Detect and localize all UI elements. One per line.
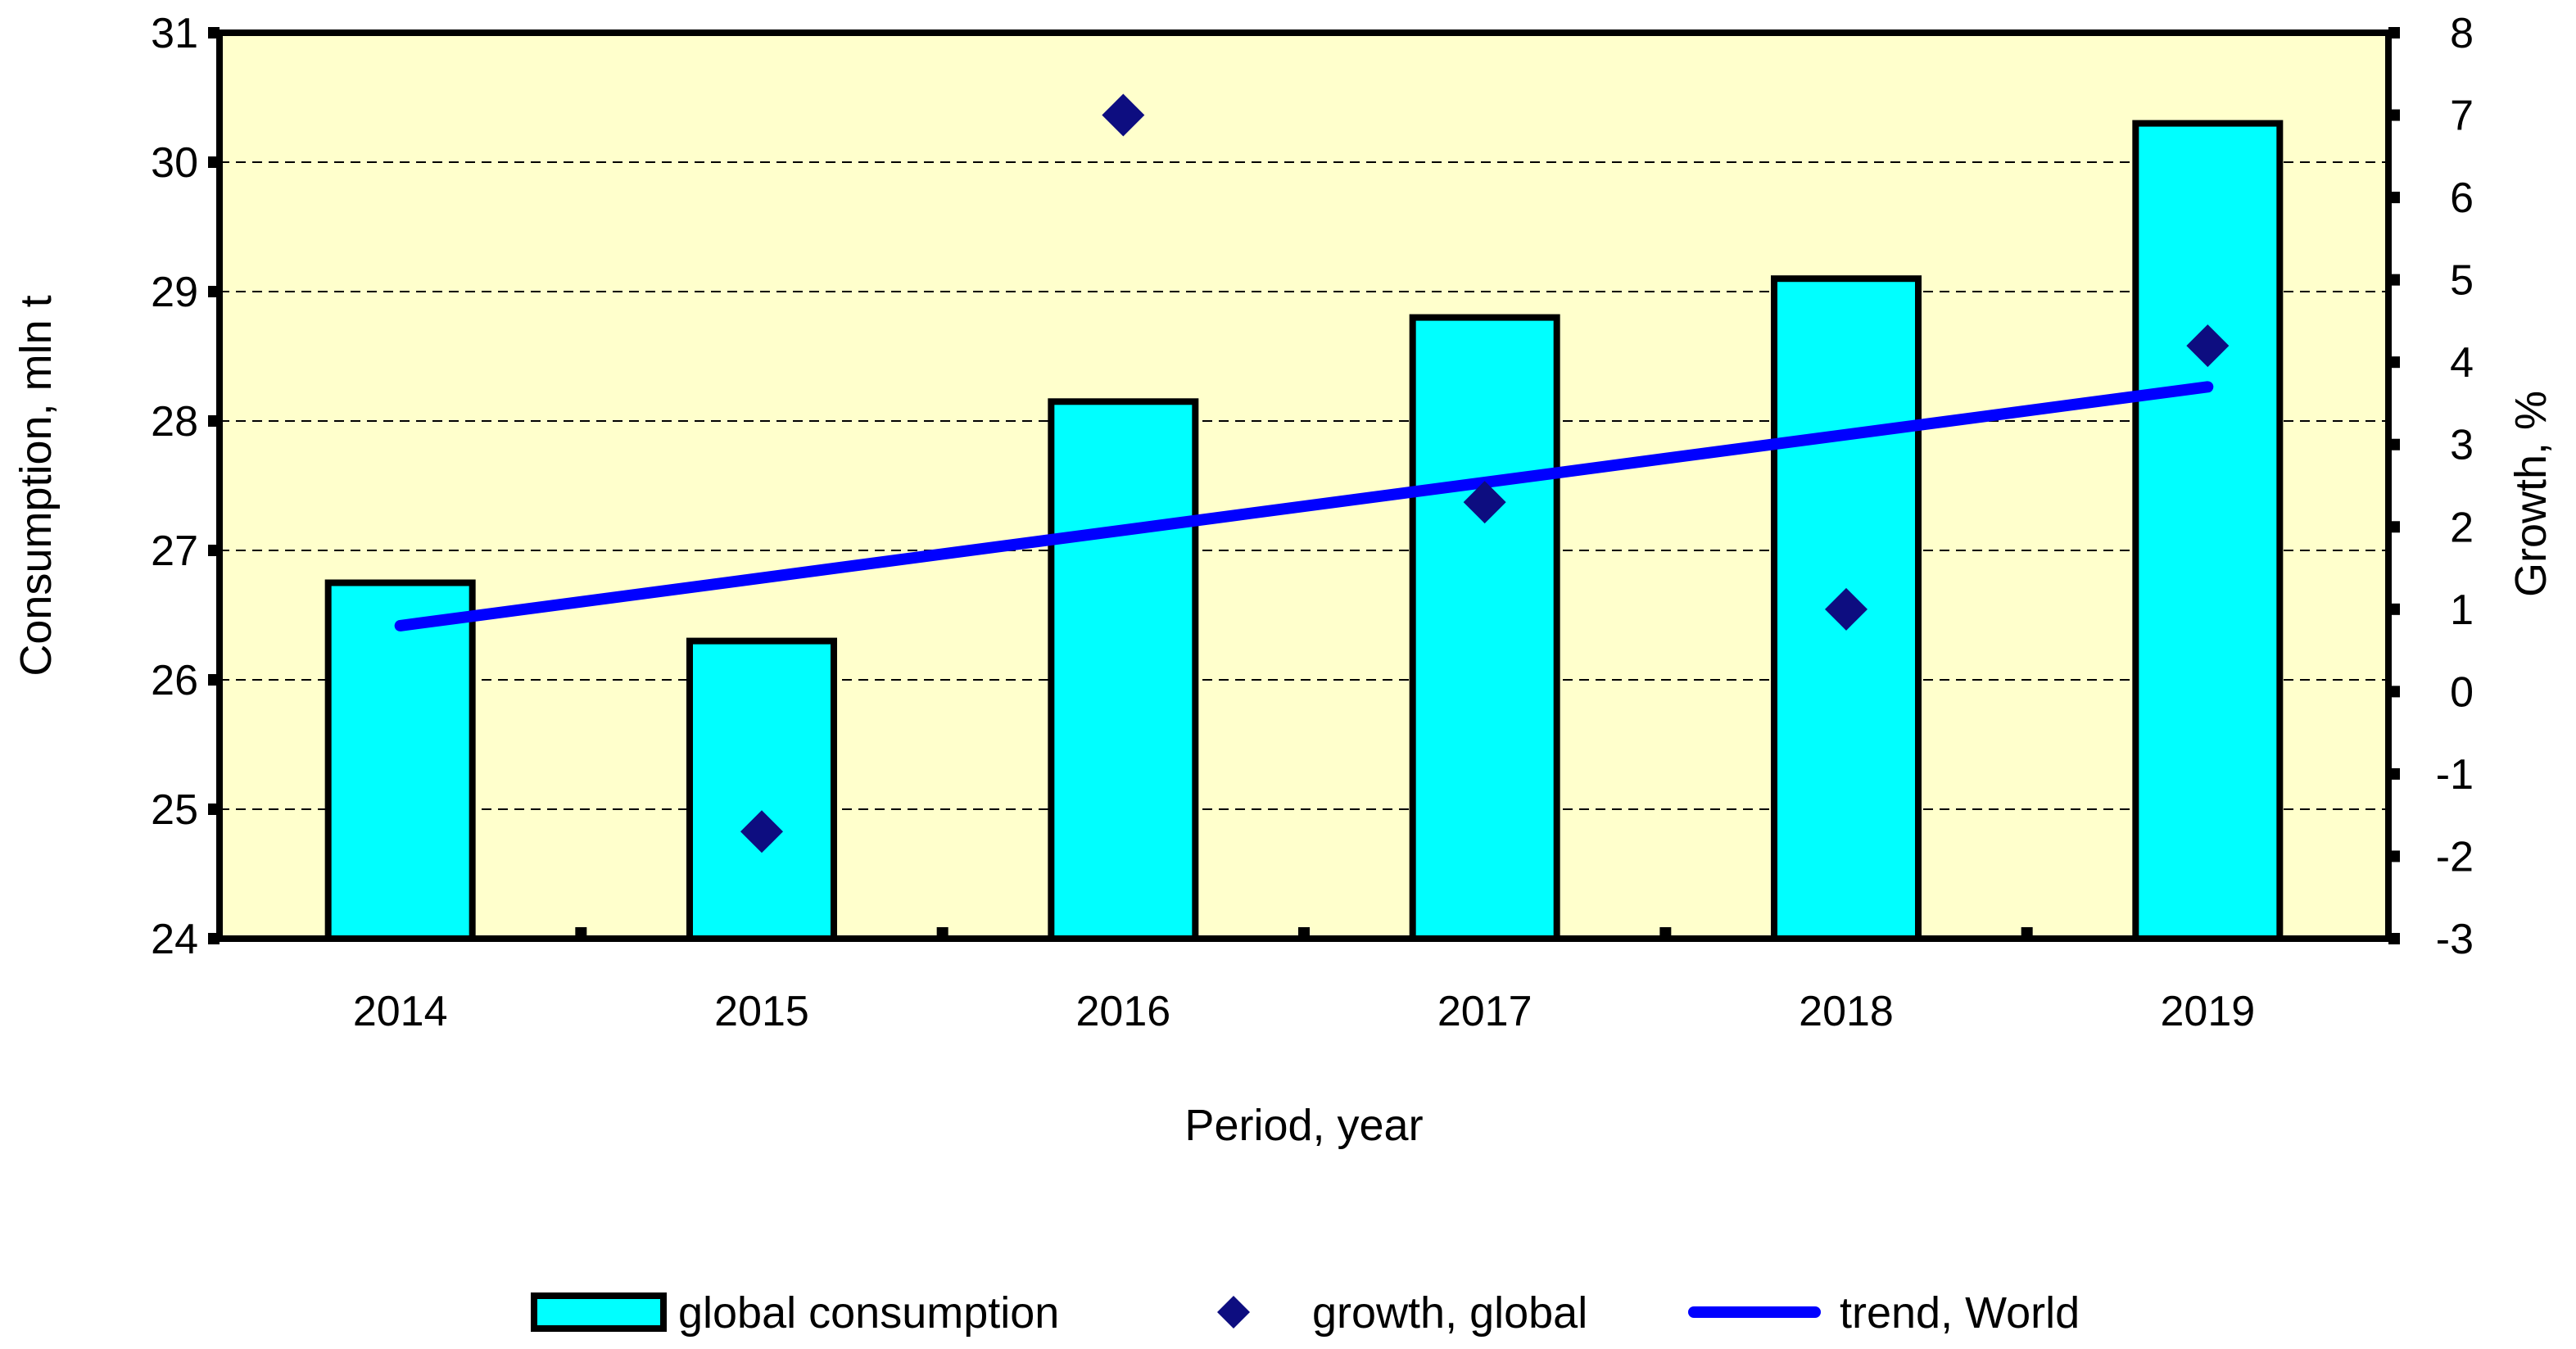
x-axis-tick bbox=[1298, 927, 1310, 942]
right-axis-tick bbox=[2388, 109, 2400, 121]
right-axis-tick-label: -1 bbox=[2436, 751, 2474, 799]
growth-marker-2019 bbox=[2186, 324, 2230, 368]
right-axis-tick bbox=[2388, 521, 2400, 533]
left-axis-tick-label: 28 bbox=[151, 398, 198, 446]
x-axis-title: Period, year bbox=[1184, 1101, 1423, 1150]
right-axis-tick bbox=[2388, 933, 2400, 944]
scatter-series-growth-global bbox=[740, 93, 2230, 853]
right-axis-tick bbox=[2388, 438, 2400, 450]
x-axis-tick bbox=[2021, 927, 2033, 942]
line-series-trend-world bbox=[394, 381, 2214, 631]
right-axis-tick-label: 4 bbox=[2450, 339, 2474, 387]
legend-label-growth-global: growth, global bbox=[1312, 1288, 1587, 1338]
right-axis-tick bbox=[2388, 850, 2400, 862]
x-axis-tick-label: 2018 bbox=[1799, 988, 1894, 1035]
growth-marker-2016 bbox=[1102, 93, 1145, 137]
left-axis-tick bbox=[208, 156, 220, 168]
right-axis-tick bbox=[2388, 274, 2400, 286]
x-axis-tick bbox=[1659, 927, 1672, 942]
right-axis-tick-label: 7 bbox=[2450, 93, 2474, 140]
x-axis-tick bbox=[575, 927, 587, 942]
left-axis-tick-label: 26 bbox=[151, 657, 198, 704]
left-axis-tick bbox=[208, 415, 220, 427]
right-axis-tick bbox=[2388, 686, 2400, 698]
right-axis-tick bbox=[2388, 767, 2400, 780]
left-axis-tick bbox=[208, 933, 220, 944]
right-axis-tick-label: 6 bbox=[2450, 174, 2474, 222]
right-axis-tick-label: 0 bbox=[2450, 668, 2474, 716]
right-axis-tick bbox=[2388, 192, 2400, 204]
growth-marker-2018 bbox=[1825, 587, 1867, 631]
right-axis-tick-label: 2 bbox=[2450, 504, 2474, 551]
x-axis-tick-label: 2016 bbox=[1075, 988, 1170, 1035]
trend-line bbox=[394, 381, 2214, 631]
left-axis-title: Consumption, mln t bbox=[11, 295, 61, 676]
bar-2019 bbox=[2132, 120, 2284, 943]
growth-marker-2015 bbox=[740, 810, 783, 853]
left-axis-tick-label: 31 bbox=[151, 10, 198, 57]
left-axis-tick bbox=[208, 27, 220, 38]
left-axis-tick bbox=[208, 545, 220, 556]
right-axis-tick bbox=[2388, 27, 2400, 38]
plot-area bbox=[220, 33, 2388, 939]
right-axis-tick-label: -2 bbox=[2436, 833, 2474, 880]
left-axis-tick-label: 27 bbox=[151, 527, 198, 575]
growth-marker-2017 bbox=[1463, 481, 1506, 524]
bar-series-global-consumption bbox=[324, 120, 2284, 943]
left-axis-tick-label: 29 bbox=[151, 269, 198, 316]
axes: 24 25 26 27 28 29 30 31 -3 -2 -1 0 1 2 3 4 5 6 7 8 2014 2015 2… bbox=[151, 10, 2474, 1035]
left-axis-tick bbox=[208, 286, 220, 297]
legend: global consumption growth, global trend,… bbox=[531, 1288, 2080, 1338]
right-axis-tick-label: 1 bbox=[2450, 586, 2474, 634]
right-axis-tick bbox=[2388, 356, 2400, 369]
left-axis-tick-label: 24 bbox=[151, 916, 198, 963]
x-axis-tick-label: 2015 bbox=[714, 988, 809, 1035]
gridlines bbox=[220, 161, 2388, 810]
bar-2015 bbox=[686, 637, 837, 942]
left-axis-tick-label: 30 bbox=[151, 139, 198, 187]
right-axis-tick bbox=[2388, 603, 2400, 615]
right-axis-title: Growth, % bbox=[2506, 391, 2556, 597]
left-axis-tick bbox=[208, 804, 220, 815]
right-axis-tick-label: 8 bbox=[2450, 10, 2474, 57]
left-axis-tick-label: 25 bbox=[151, 786, 198, 834]
left-axis-tick bbox=[208, 674, 220, 686]
legend-label-global-consumption: global consumption bbox=[678, 1288, 1059, 1338]
legend-label-trend-world: trend, World bbox=[1840, 1288, 2080, 1338]
x-axis-tick-label: 2017 bbox=[1437, 988, 1532, 1035]
right-axis-tick-label: -3 bbox=[2436, 916, 2474, 963]
legend-swatch-growth-global bbox=[1217, 1296, 1250, 1329]
bar-2016 bbox=[1048, 398, 1199, 942]
right-axis-tick-label: 3 bbox=[2450, 422, 2474, 469]
bar-2017 bbox=[1409, 314, 1560, 943]
legend-swatch-global-consumption bbox=[531, 1292, 667, 1332]
x-axis-tick-label: 2019 bbox=[2160, 988, 2255, 1035]
x-axis-tick bbox=[936, 927, 948, 942]
bar-2014 bbox=[324, 579, 476, 942]
right-axis-tick-label: 5 bbox=[2450, 257, 2474, 305]
x-axis-tick-label: 2014 bbox=[353, 988, 448, 1035]
